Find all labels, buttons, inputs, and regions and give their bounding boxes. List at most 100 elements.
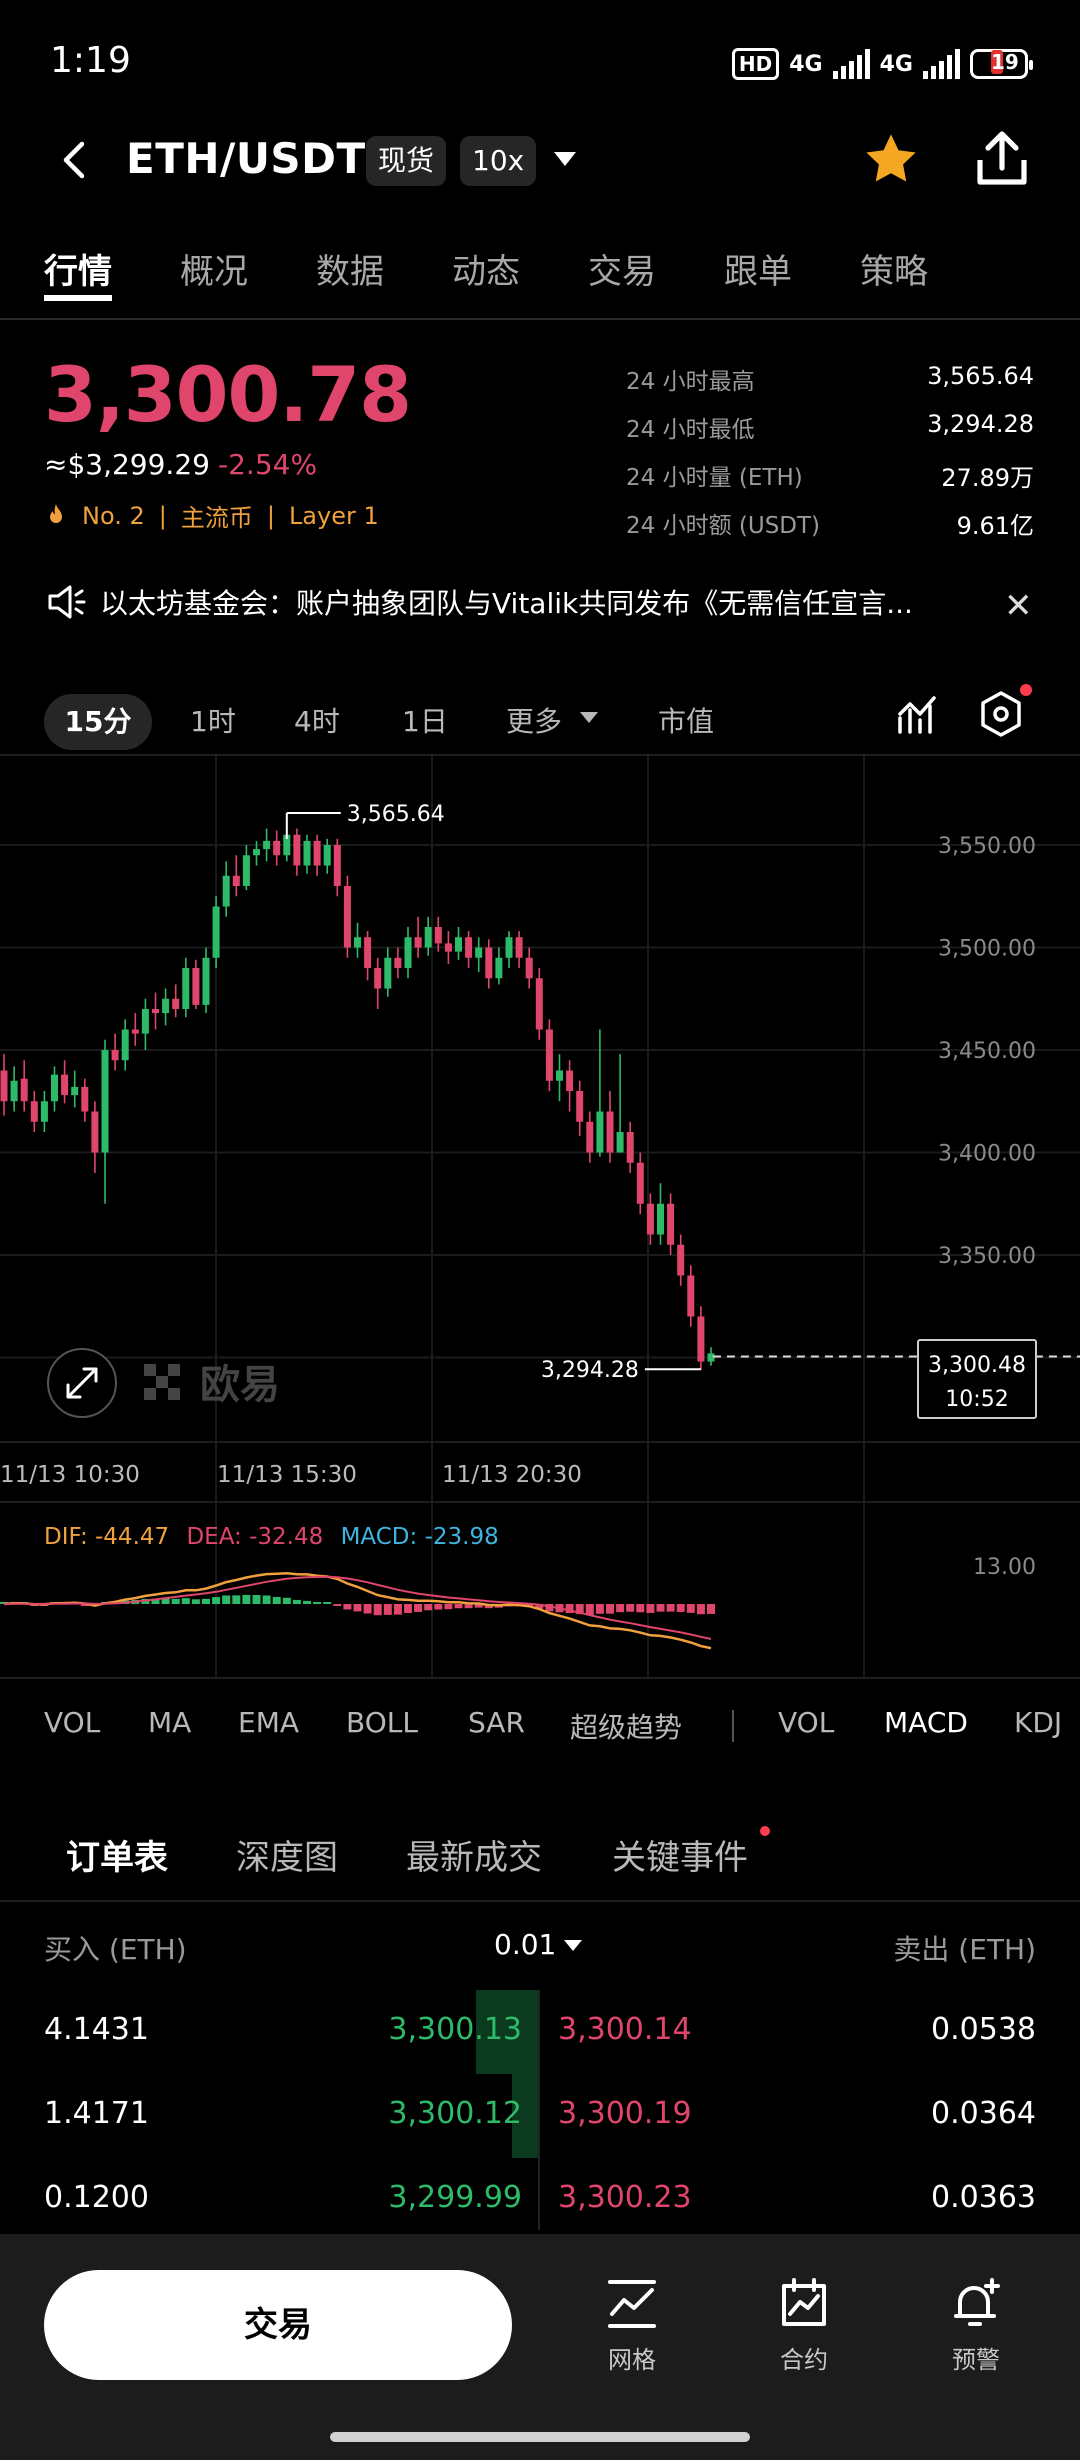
interval-market-cap[interactable]: 市值	[658, 705, 715, 738]
interval-1d[interactable]: 1日	[402, 705, 448, 738]
candle-body	[273, 840, 281, 856]
current-price-box	[917, 1339, 1037, 1419]
candle-body	[626, 1132, 634, 1163]
ind-sub-kdj[interactable]: KDJ	[1014, 1706, 1063, 1739]
candle-body	[131, 1029, 139, 1034]
favorite-star-icon[interactable]	[862, 130, 920, 188]
macd-bar	[333, 1604, 342, 1606]
candle-body	[91, 1111, 99, 1153]
ind-ma[interactable]: MA	[148, 1706, 192, 1739]
trade-button[interactable]: 交易	[44, 2270, 512, 2380]
candlestick-chart[interactable]: 3,550.00 3,500.00 3,450.00 3,400.00 3,35…	[0, 756, 1080, 1686]
contract-button[interactable]: 合约	[754, 2276, 854, 2375]
category-tag[interactable]: 主流币	[180, 504, 253, 532]
macd-bar	[595, 1604, 604, 1614]
candle-body	[455, 937, 462, 952]
bid-depth-bar	[476, 1990, 538, 2074]
chart-divider	[0, 754, 1080, 756]
x-tick-label: 11/13 15:30	[217, 1462, 357, 1488]
macd-bar	[212, 1597, 221, 1604]
macd-bar	[171, 1598, 180, 1604]
macd-bar	[454, 1604, 463, 1609]
x-tick-label: 11/13 10:30	[0, 1462, 140, 1488]
ind-vol[interactable]: VOL	[44, 1706, 101, 1739]
change-percent: -2.54%	[218, 448, 318, 481]
interval-4h[interactable]: 4时	[294, 705, 340, 738]
interval-1h[interactable]: 1时	[190, 705, 236, 738]
orderbook-row[interactable]: 1.4171 3,300.12 3,300.19 0.0364	[0, 2074, 1080, 2158]
candle-body	[40, 1101, 48, 1122]
signal-icon	[832, 49, 870, 79]
expand-chart-icon[interactable]	[47, 1348, 117, 1418]
home-indicator	[330, 2432, 750, 2442]
tab-strategy[interactable]: 策略	[860, 252, 928, 292]
announcement-text[interactable]: 以太坊基金会：账户抽象团队与Vitalik共同发布《无需信任宣言...	[100, 587, 913, 620]
macd-bar	[242, 1594, 251, 1604]
ind-boll[interactable]: BOLL	[346, 1706, 418, 1739]
bid-depth-bar	[512, 2074, 538, 2158]
tab-data[interactable]: 数据	[316, 252, 384, 292]
macd-bar	[272, 1596, 281, 1604]
tab-news[interactable]: 动态	[452, 252, 520, 292]
candle-body	[394, 957, 402, 968]
tab-trade[interactable]: 交易	[588, 252, 656, 292]
pair-dropdown-icon[interactable]	[554, 152, 576, 166]
more-dropdown-icon[interactable]	[580, 712, 598, 723]
tab-copy[interactable]: 跟单	[724, 252, 792, 292]
stat-volume-label: 24 小时量 (ETH)	[626, 465, 803, 491]
candle-body	[10, 1080, 18, 1102]
orderbook-row[interactable]: 0.1200 3,299.99 3,300.23 0.0363	[0, 2158, 1080, 2242]
rank-tag[interactable]: No. 2	[82, 501, 145, 530]
candle-body	[182, 968, 190, 1009]
layer-tag[interactable]: Layer 1	[288, 501, 379, 530]
orderbook-row[interactable]: 4.1431 3,300.13 3,300.14 0.0538	[0, 1990, 1080, 2074]
indicator-chart-icon[interactable]	[896, 692, 940, 736]
candle-body	[232, 875, 240, 886]
interval-more[interactable]: 更多	[506, 705, 563, 738]
ind-ema[interactable]: EMA	[238, 1706, 300, 1739]
macd-bar	[696, 1604, 705, 1615]
ind-sub-vol[interactable]: VOL	[778, 1706, 835, 1739]
ind-supertrend[interactable]: 超级趋势	[570, 1711, 683, 1744]
chart-settings-icon[interactable]	[978, 690, 1024, 738]
precision-select[interactable]: 0.01	[494, 1928, 557, 1961]
precision-dropdown-icon[interactable]	[564, 1940, 582, 1951]
interval-15m[interactable]: 15分	[44, 694, 152, 750]
y-tick-label: 3,400.00	[938, 1142, 1036, 1167]
tab-market[interactable]: 行情	[44, 244, 112, 301]
watermark-logo	[144, 1364, 180, 1400]
macd-value: MACD: -23.98	[341, 1524, 499, 1550]
watermark-text: 欧易	[200, 1362, 280, 1408]
alert-label: 预警	[952, 2346, 1000, 2374]
tab-order-book[interactable]: 订单表	[66, 1838, 168, 1878]
alert-button[interactable]: 预警	[926, 2276, 1026, 2375]
pair-title[interactable]: ETH/USDT	[126, 134, 366, 183]
candle-body	[434, 927, 442, 944]
tab-overview[interactable]: 概况	[180, 252, 248, 292]
macd-bar	[585, 1604, 594, 1616]
back-arrow-icon[interactable]	[56, 140, 96, 180]
macd-bar	[686, 1604, 695, 1613]
share-icon[interactable]	[974, 128, 1030, 188]
candle-body	[374, 968, 382, 989]
candle-body	[61, 1074, 69, 1096]
candle-body	[253, 849, 260, 856]
candle-body	[51, 1074, 58, 1102]
announcement-close-icon[interactable]: ✕	[1004, 586, 1033, 626]
sell-header: 卖出 (ETH)	[893, 1933, 1036, 1966]
macd-bar	[353, 1604, 362, 1612]
macd-tick: 13.00	[973, 1555, 1036, 1580]
tab-latest-trades[interactable]: 最新成交	[406, 1838, 542, 1878]
candle-body	[121, 1029, 129, 1061]
candle-body	[404, 937, 412, 968]
grid-button[interactable]: 网格	[582, 2276, 682, 2375]
net-label-1: 4G	[789, 51, 823, 77]
net-label-2: 4G	[879, 51, 913, 77]
fire-icon	[50, 503, 62, 523]
ind-sub-macd[interactable]: MACD	[884, 1706, 968, 1739]
ask-price: 3,300.23	[558, 2180, 692, 2215]
tab-depth-chart[interactable]: 深度图	[236, 1838, 338, 1878]
tab-key-events[interactable]: 关键事件	[612, 1838, 748, 1878]
candle-body	[535, 978, 543, 1030]
ind-sar[interactable]: SAR	[468, 1706, 525, 1739]
